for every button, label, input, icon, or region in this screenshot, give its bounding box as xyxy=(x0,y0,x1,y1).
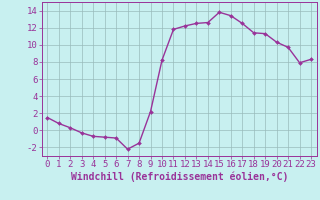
X-axis label: Windchill (Refroidissement éolien,°C): Windchill (Refroidissement éolien,°C) xyxy=(70,172,288,182)
